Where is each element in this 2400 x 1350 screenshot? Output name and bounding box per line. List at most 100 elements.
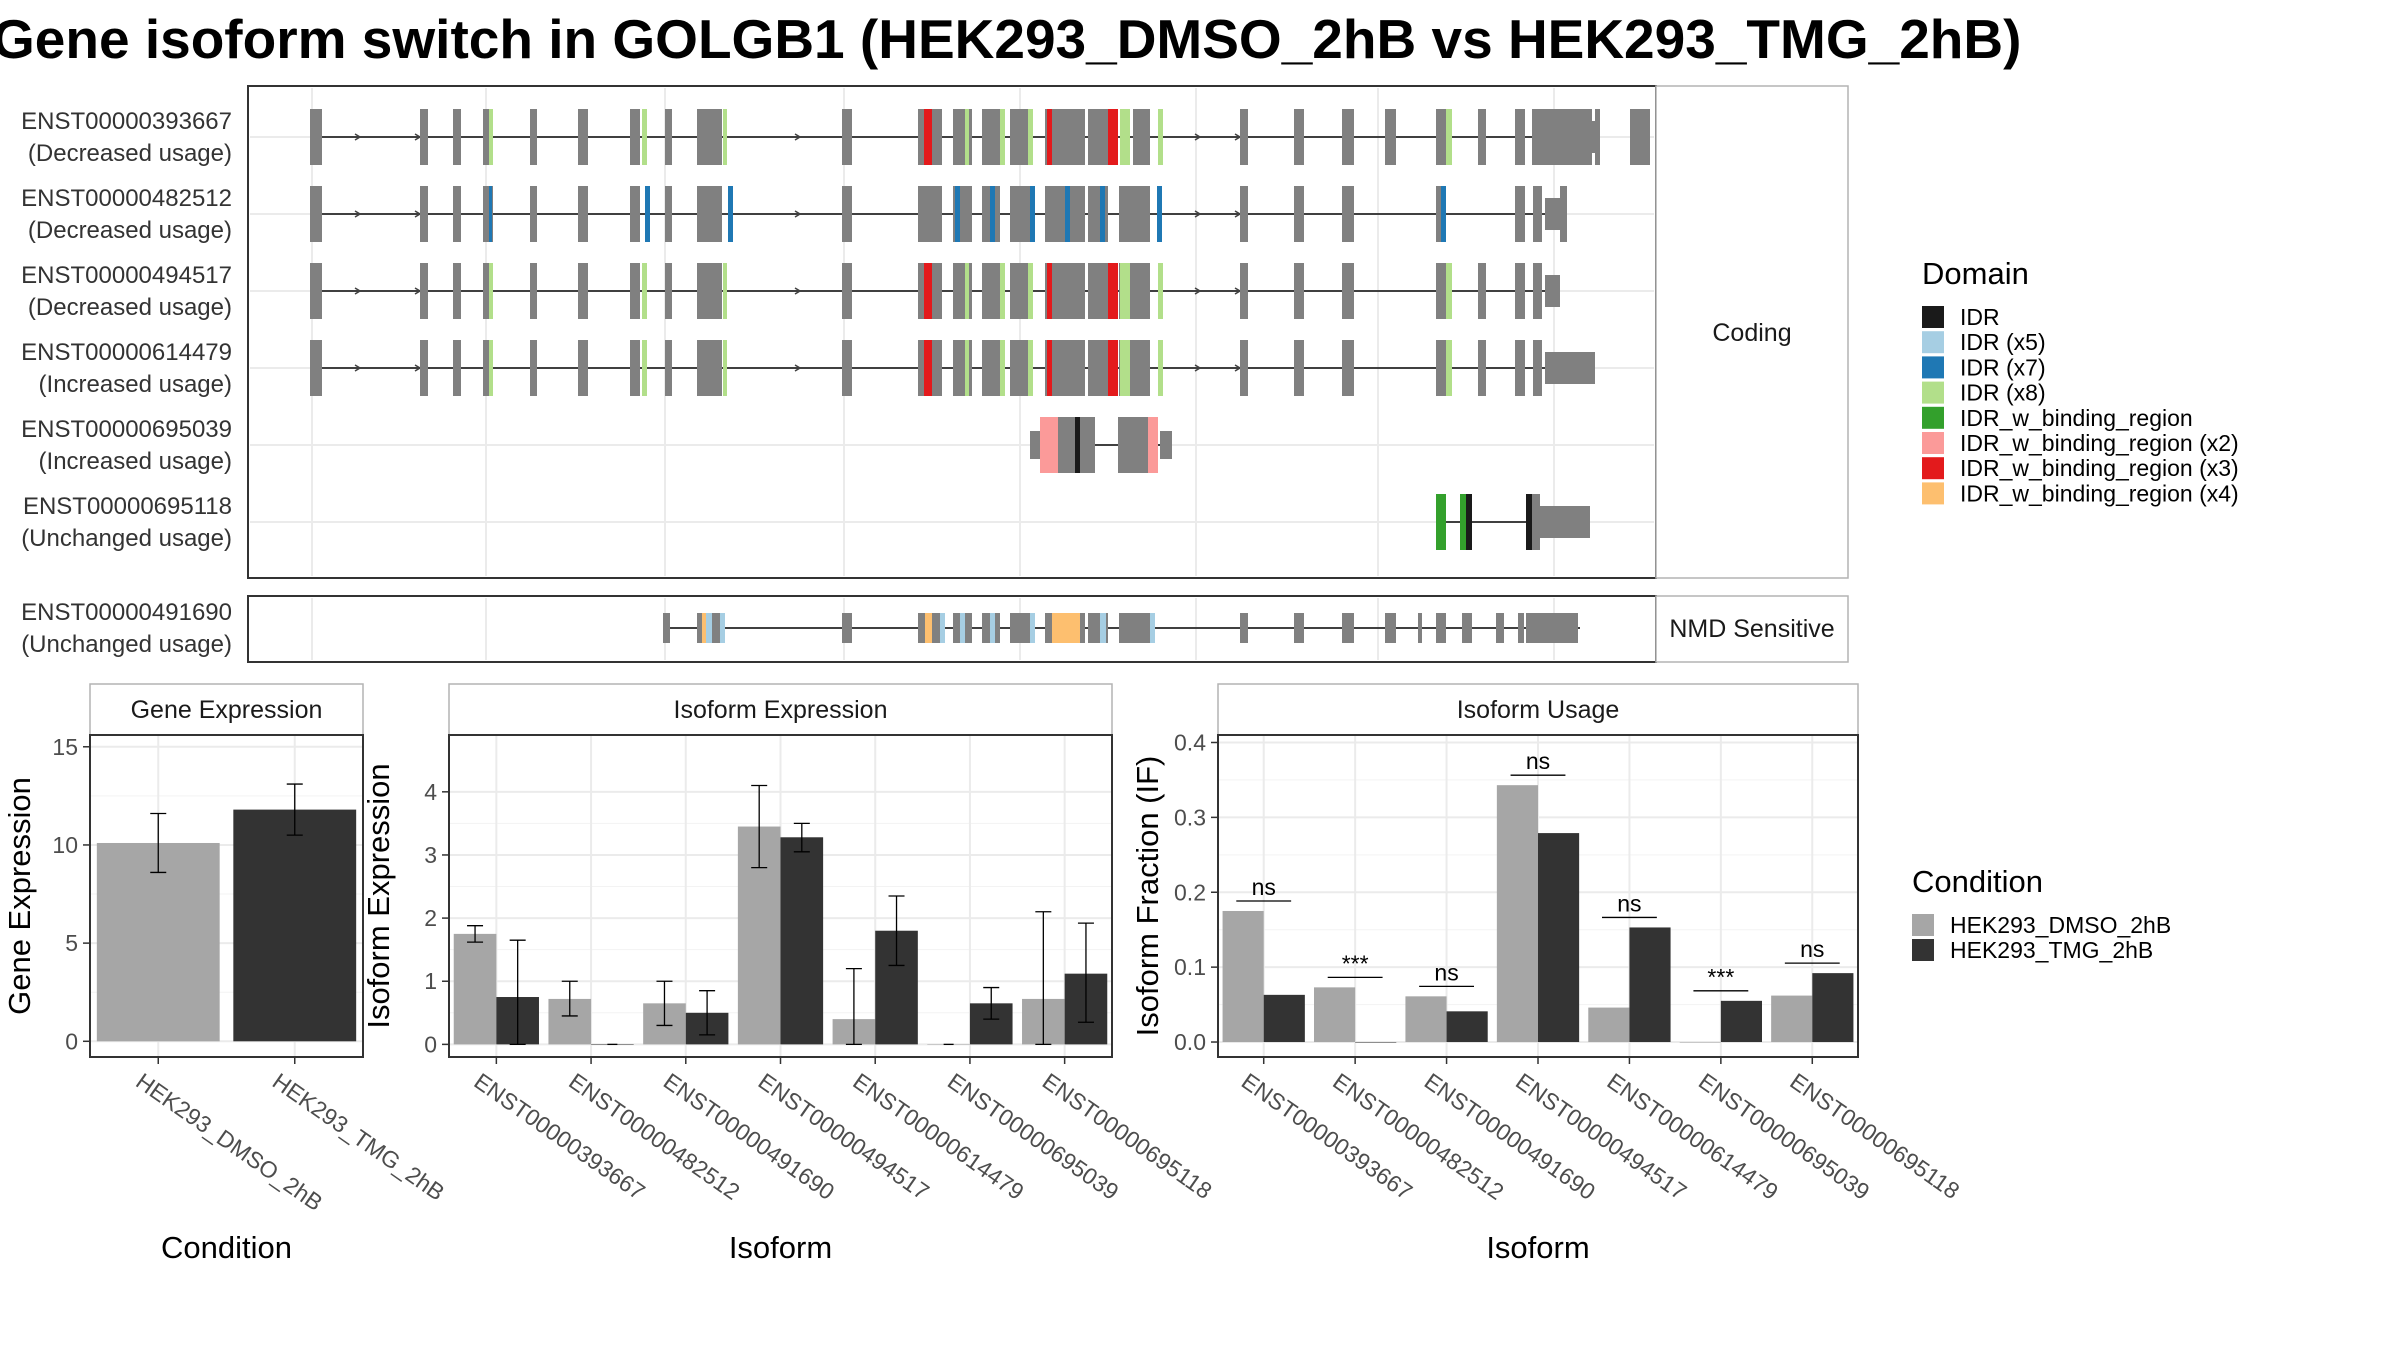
exon (1515, 263, 1525, 319)
domain-segment (489, 186, 492, 242)
strand-arrow (354, 287, 362, 295)
significance-label: ns (1617, 890, 1641, 916)
domain-segment (1120, 263, 1130, 319)
domain-segment (1040, 417, 1058, 473)
y-tick-label: 10 (52, 832, 78, 858)
isoform-id-label: ENST00000494517 (21, 262, 232, 289)
x-tick-label: ENST00000494517 (754, 1068, 934, 1205)
legend-label: IDR (x7) (1960, 354, 2046, 380)
y-tick-label: 0.3 (1174, 804, 1206, 830)
bar (1446, 1011, 1488, 1043)
bar (1405, 996, 1447, 1043)
exon (1518, 613, 1524, 643)
coding-strip-label: Coding (1712, 319, 1791, 347)
significance-label: ns (1252, 874, 1276, 900)
utr-exon (1545, 275, 1560, 307)
bar (1314, 987, 1356, 1043)
panel-title: Isoform Expression (674, 696, 888, 724)
domain-segment (1047, 340, 1052, 396)
exon (630, 186, 640, 242)
figure-title: Gene isoform switch in GOLGB1 (HEK293_DM… (0, 8, 2021, 70)
domain-legend-title: Domain (1922, 256, 2029, 291)
domain-segment (1466, 494, 1472, 550)
domain-segment (1000, 340, 1005, 396)
domain-segment (1436, 494, 1446, 550)
coding-structure-panel: Coding (247, 85, 1849, 579)
strand-arrow (794, 364, 802, 372)
transcript-track (1030, 417, 1172, 473)
isoform-usage-chart: Isoform Usage ns *** ns ns ns *** ns 0.0 0.1 0.2 0.… (1130, 683, 1964, 1265)
exon (842, 109, 852, 165)
x-tick-label: ENST00000482512 (1328, 1068, 1508, 1205)
exon (1240, 613, 1248, 643)
domain-segment (1158, 340, 1163, 396)
legend-label: IDR (x5) (1960, 329, 2046, 355)
exon (1385, 613, 1396, 643)
exon (420, 263, 428, 319)
isoform-id-label: ENST00000614479 (21, 339, 232, 366)
x-tick-label: ENST00000393667 (1237, 1068, 1417, 1205)
utr-exon (310, 354, 322, 382)
domain-segment (1108, 340, 1118, 396)
domain-segment (1108, 263, 1118, 319)
strand-arrow (354, 133, 362, 141)
exon (1436, 613, 1446, 643)
legend-label: IDR (1960, 304, 2000, 330)
utr-exon (310, 123, 322, 151)
strand-arrow (354, 364, 362, 372)
exon (842, 186, 852, 242)
exon (665, 263, 672, 319)
utr-exon (1545, 198, 1562, 230)
exon (630, 340, 640, 396)
bar (1771, 995, 1813, 1043)
y-axis-title: Isoform Fraction (IF) (1130, 756, 1165, 1037)
exon (665, 186, 672, 242)
x-tick-label: ENST00000393667 (469, 1068, 649, 1205)
isoform-id-label: ENST00000695118 (23, 493, 232, 520)
domain-segment (1000, 109, 1005, 165)
domain-segment (1446, 263, 1452, 319)
exon (982, 109, 1000, 165)
coding-tracks (310, 109, 1650, 550)
domain-segment (1000, 263, 1005, 319)
bar (233, 809, 357, 1042)
x-axis-title: Isoform (729, 1230, 832, 1265)
bar (1679, 1042, 1721, 1043)
exon (953, 340, 972, 396)
domain-segment (924, 109, 932, 165)
legend-swatch (1922, 356, 1944, 379)
domain-segment (924, 263, 932, 319)
x-tick-label: ENST00000695118 (1038, 1068, 1217, 1204)
x-axis-title: Condition (161, 1230, 292, 1265)
exon (453, 263, 461, 319)
exon (578, 340, 588, 396)
nmd-structure-panel: NMD Sensitive (247, 595, 1849, 663)
exon (1533, 263, 1542, 319)
domain-segment (990, 186, 995, 242)
exon (1342, 186, 1354, 242)
exon (530, 186, 537, 242)
y-axis-title: Isoform Expression (361, 763, 396, 1028)
exon (842, 340, 852, 396)
legend-swatch (1922, 306, 1944, 328)
strand-arrow (1194, 210, 1202, 218)
domain-segment (960, 613, 965, 643)
exon (982, 263, 1000, 319)
isoform-usage-label: (Decreased usage) (28, 140, 232, 167)
domain-segment (965, 340, 969, 396)
panel-strip (89, 683, 364, 736)
x-axis-title: Isoform (1486, 1230, 1589, 1265)
exon (1294, 263, 1304, 319)
domain-segment (1030, 613, 1035, 643)
strand-arrow (1194, 133, 1202, 141)
exon (483, 109, 493, 165)
isoform-usage-label: (Increased usage) (39, 448, 232, 475)
x-tick-label: ENST00000695118 (1785, 1068, 1964, 1204)
domain-segment (1157, 186, 1162, 242)
bar (1812, 973, 1854, 1043)
exon (578, 109, 588, 165)
legend-label: HEK293_TMG_2hB (1950, 937, 2153, 963)
exon (1240, 340, 1248, 396)
bar (780, 837, 824, 1045)
domain-segment (1120, 109, 1130, 165)
